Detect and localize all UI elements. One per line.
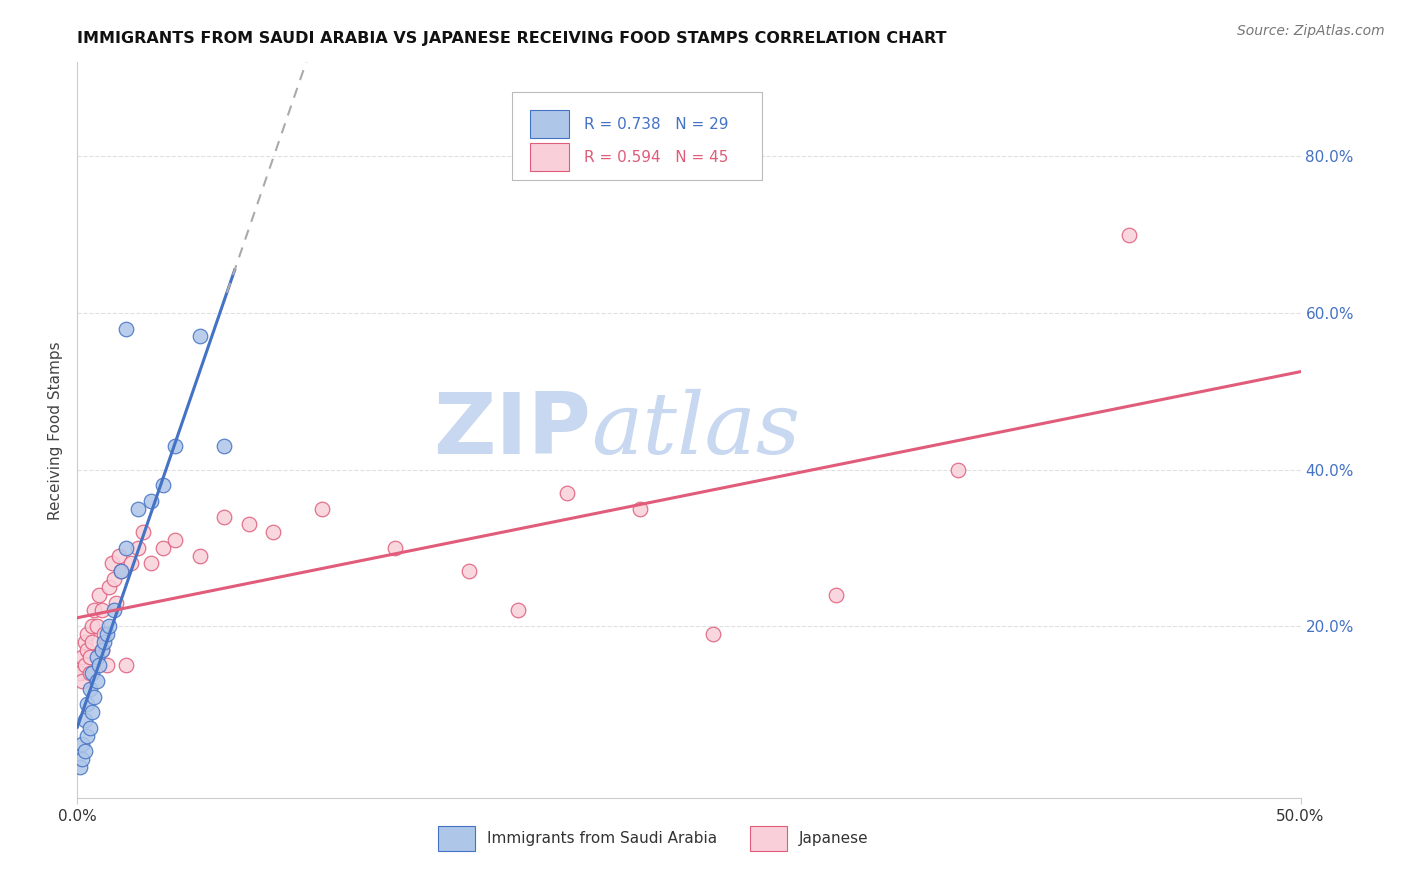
- Point: [70, 752, 93, 766]
- Point: [212, 509, 235, 524]
- Point: [86, 673, 108, 688]
- Point: [702, 627, 724, 641]
- Point: [80, 619, 103, 633]
- Point: [165, 439, 187, 453]
- FancyBboxPatch shape: [512, 92, 762, 180]
- Point: [70, 650, 93, 665]
- Point: [139, 557, 162, 571]
- Point: [103, 572, 125, 586]
- FancyBboxPatch shape: [530, 144, 569, 171]
- Point: [152, 541, 174, 555]
- Point: [73, 634, 96, 648]
- Point: [188, 329, 211, 343]
- Point: [76, 698, 98, 712]
- FancyBboxPatch shape: [530, 111, 569, 138]
- Point: [127, 501, 149, 516]
- Point: [76, 729, 98, 743]
- Point: [80, 705, 103, 719]
- Point: [115, 321, 138, 335]
- Point: [70, 737, 93, 751]
- Text: atlas: atlas: [591, 389, 800, 472]
- Point: [105, 596, 128, 610]
- Point: [79, 681, 101, 696]
- Y-axis label: Receiving Food Stamps: Receiving Food Stamps: [48, 341, 63, 520]
- Point: [90, 603, 112, 617]
- Point: [86, 650, 108, 665]
- Point: [69, 760, 91, 774]
- Point: [89, 658, 111, 673]
- Text: R = 0.738   N = 29: R = 0.738 N = 29: [583, 117, 728, 132]
- Point: [311, 501, 333, 516]
- Point: [188, 549, 211, 563]
- Point: [79, 721, 101, 735]
- Point: [90, 642, 112, 657]
- Point: [83, 690, 105, 704]
- Point: [80, 634, 103, 648]
- Point: [79, 650, 101, 665]
- FancyBboxPatch shape: [751, 826, 787, 851]
- Point: [139, 493, 162, 508]
- Text: Immigrants from Saudi Arabia: Immigrants from Saudi Arabia: [486, 831, 717, 847]
- Point: [384, 541, 406, 555]
- Point: [628, 501, 651, 516]
- Point: [262, 525, 284, 540]
- Point: [108, 549, 131, 563]
- Point: [98, 580, 121, 594]
- Point: [93, 634, 115, 648]
- Point: [152, 478, 174, 492]
- Text: R = 0.594   N = 45: R = 0.594 N = 45: [583, 150, 728, 165]
- Point: [946, 462, 969, 476]
- FancyBboxPatch shape: [439, 826, 475, 851]
- Point: [1118, 227, 1140, 242]
- Point: [824, 588, 846, 602]
- Point: [96, 658, 118, 673]
- Point: [76, 627, 98, 641]
- Point: [132, 525, 155, 540]
- Point: [115, 541, 138, 555]
- Point: [96, 627, 118, 641]
- Text: Source: ZipAtlas.com: Source: ZipAtlas.com: [1237, 24, 1385, 38]
- Point: [212, 439, 235, 453]
- Point: [69, 666, 91, 681]
- Point: [110, 564, 132, 578]
- Point: [90, 642, 112, 657]
- Point: [555, 486, 578, 500]
- Point: [76, 642, 98, 657]
- Point: [70, 673, 93, 688]
- Point: [457, 564, 479, 578]
- Point: [73, 658, 96, 673]
- Point: [98, 619, 121, 633]
- Point: [100, 557, 122, 571]
- Point: [79, 666, 101, 681]
- Point: [506, 603, 529, 617]
- Point: [127, 541, 149, 555]
- Point: [73, 713, 96, 727]
- Point: [120, 557, 142, 571]
- Point: [115, 658, 138, 673]
- Point: [93, 627, 115, 641]
- Point: [86, 619, 108, 633]
- Text: ZIP: ZIP: [433, 389, 591, 472]
- Point: [110, 564, 132, 578]
- Point: [80, 666, 103, 681]
- Point: [89, 588, 111, 602]
- Point: [83, 603, 105, 617]
- Point: [238, 517, 260, 532]
- Text: IMMIGRANTS FROM SAUDI ARABIA VS JAPANESE RECEIVING FOOD STAMPS CORRELATION CHART: IMMIGRANTS FROM SAUDI ARABIA VS JAPANESE…: [77, 31, 946, 46]
- Point: [103, 603, 125, 617]
- Text: Japanese: Japanese: [799, 831, 869, 847]
- Point: [73, 744, 96, 758]
- Point: [165, 533, 187, 547]
